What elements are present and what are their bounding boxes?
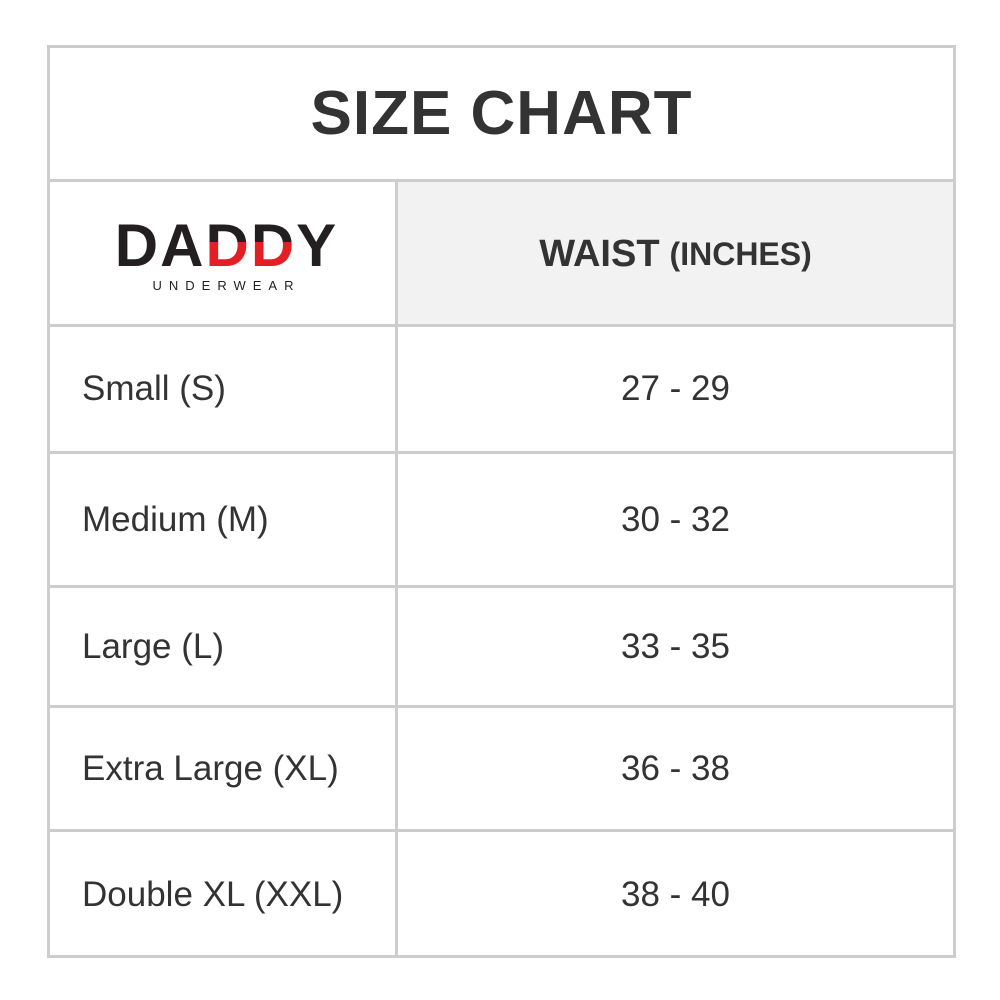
brand-logo: DADDY UNDERWEAR bbox=[114, 212, 339, 294]
logo-cell: DADDY UNDERWEAR bbox=[50, 182, 398, 327]
size-cell: Small (S) bbox=[50, 327, 398, 451]
size-cell: Double XL (XXL) bbox=[50, 832, 398, 958]
header-row: DADDY UNDERWEAR WAIST (INCHES) bbox=[50, 179, 953, 327]
table-row: Double XL (XXL) 38 - 40 bbox=[50, 829, 953, 958]
size-chart-table: SIZE CHART DADDY UNDERWEAR WAIST (INCHES)… bbox=[47, 45, 956, 958]
size-cell: Extra Large (XL) bbox=[50, 708, 398, 829]
table-row: Extra Large (XL) 36 - 38 bbox=[50, 705, 953, 829]
size-cell: Medium (M) bbox=[50, 454, 398, 585]
waist-cell: 27 - 29 bbox=[621, 369, 730, 408]
table-row: Large (L) 33 - 35 bbox=[50, 585, 953, 705]
table-row: Small (S) 27 - 29 bbox=[50, 324, 953, 451]
waist-cell: 33 - 35 bbox=[621, 626, 730, 666]
size-cell: Large (L) bbox=[50, 588, 398, 705]
chart-title: SIZE CHART bbox=[310, 79, 693, 148]
waist-header: WAIST (INCHES) bbox=[398, 182, 953, 327]
waist-cell: 36 - 38 bbox=[621, 748, 730, 788]
waist-cell: 30 - 32 bbox=[621, 499, 730, 539]
table-row: Medium (M) 30 - 32 bbox=[50, 451, 953, 585]
waist-cell: 38 - 40 bbox=[621, 875, 730, 914]
